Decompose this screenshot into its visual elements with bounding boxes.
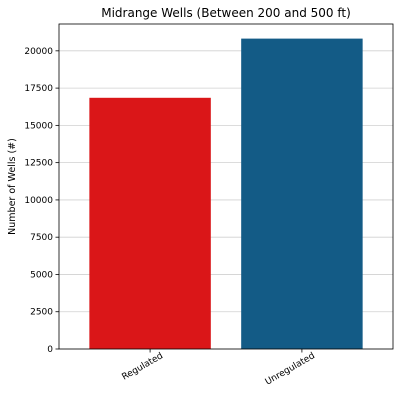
y-tick-label: 15000: [24, 121, 53, 131]
y-tick-label: 10000: [24, 196, 53, 206]
x-tick-label: Regulated: [120, 351, 164, 382]
bar-regulated: [89, 97, 211, 349]
y-axis-ticks: 0 2500 5000 7500 10000 12500 15000 17500 20000: [24, 47, 59, 355]
bars: [89, 38, 363, 349]
y-tick-label: 17500: [24, 84, 53, 94]
chart-title: Midrange Wells (Between 200 and 500 ft): [101, 6, 351, 20]
y-tick-label: 12500: [24, 159, 53, 169]
y-tick-label: 20000: [24, 47, 53, 57]
plot-frame: [58, 23, 394, 350]
y-tick-label: 7500: [30, 233, 53, 243]
x-tick-label: Unregulated: [264, 351, 317, 387]
y-tick-label: 2500: [30, 308, 53, 318]
y-tick-label: 5000: [30, 270, 53, 280]
y-axis-label: Number of Wells (#): [7, 138, 18, 235]
bar-unregulated: [241, 38, 363, 349]
x-axis-ticks: Regulated Unregulated: [120, 349, 317, 388]
y-tick-label: 0: [47, 345, 53, 355]
